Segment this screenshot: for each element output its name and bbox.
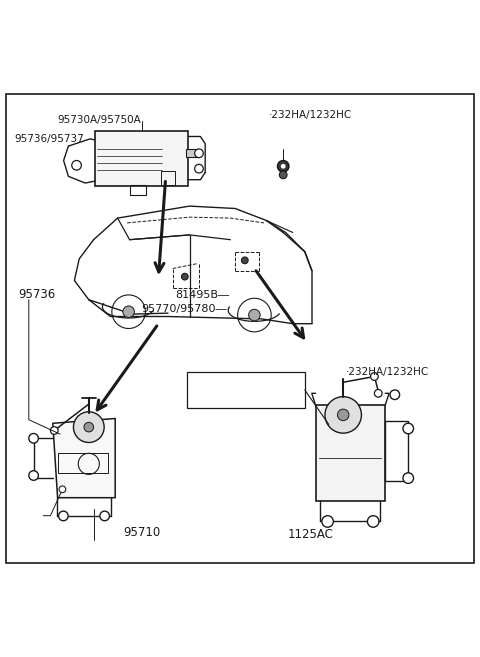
Circle shape [59,511,68,521]
Text: 95736/95737: 95736/95737 [14,134,84,144]
Circle shape [181,273,188,280]
Text: 95770/95780―: 95770/95780― [142,304,227,314]
Circle shape [403,423,413,434]
Circle shape [72,160,81,170]
Circle shape [368,516,379,527]
Text: 81495B―: 81495B― [175,290,229,300]
Text: 95736: 95736 [18,288,56,302]
Circle shape [374,390,382,397]
Circle shape [123,306,134,317]
Circle shape [279,171,287,179]
Text: 1125AC: 1125AC [288,528,334,541]
Polygon shape [53,419,115,498]
Circle shape [241,257,248,263]
Circle shape [277,160,289,172]
Circle shape [84,422,94,432]
Circle shape [29,434,38,443]
Circle shape [59,486,66,493]
Circle shape [249,309,260,321]
Bar [186,149,200,156]
Circle shape [281,164,286,169]
Bar [58,453,108,474]
Circle shape [322,516,333,527]
Bar [187,372,305,408]
Bar [316,405,385,501]
Circle shape [390,390,399,399]
Text: ·232HA/1232HC: ·232HA/1232HC [269,110,352,120]
Circle shape [325,397,361,433]
Circle shape [195,164,203,173]
Bar [95,131,188,186]
Circle shape [100,511,109,521]
Circle shape [403,473,413,484]
Circle shape [337,409,349,420]
Circle shape [73,412,104,443]
Bar [130,185,146,195]
Circle shape [371,373,378,380]
Text: 95730A/95750A: 95730A/95750A [58,115,141,125]
Text: ·232HA/1232HC: ·232HA/1232HC [346,367,429,376]
Bar [385,421,408,481]
Circle shape [50,426,58,434]
Bar [161,171,175,185]
Text: 95710: 95710 [123,526,160,539]
Circle shape [195,149,203,158]
Circle shape [29,470,38,480]
